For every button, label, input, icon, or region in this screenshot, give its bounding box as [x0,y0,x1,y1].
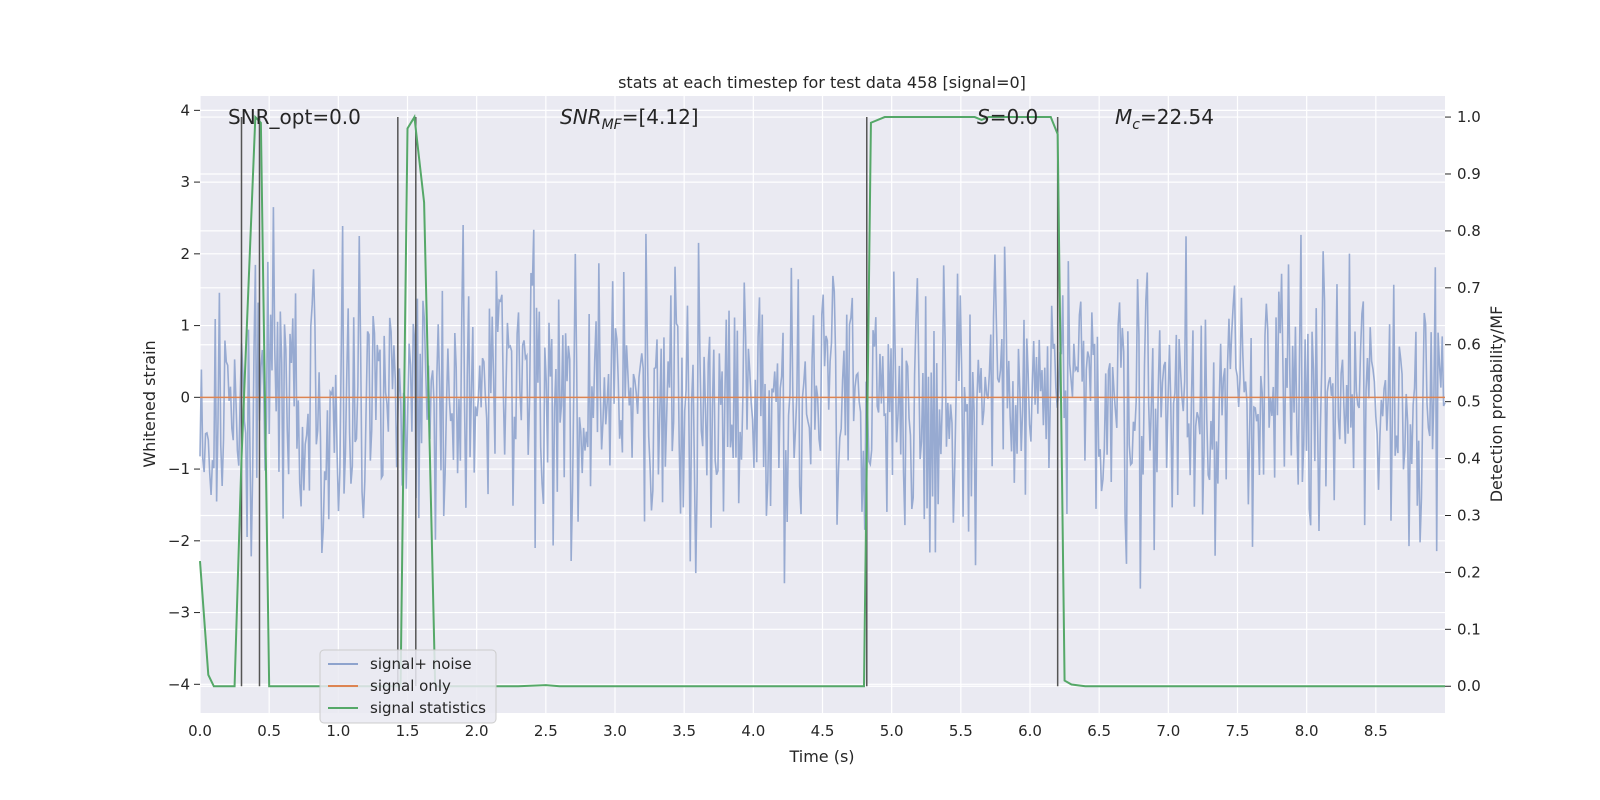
x-tick-label: 3.5 [672,722,696,740]
annotation-mc-rest: =22.54 [1140,105,1214,129]
tick-labels: 0.0 0.5 1.0 1.5 2.0 2.5 3.0 3.5 4.0 4.5 5.0 5.5 6.0 6… [168,101,1481,740]
annotation-mc-sub: c [1132,117,1140,133]
x-tick-label: 1.0 [326,722,350,740]
x-tick-label: 8.5 [1364,722,1388,740]
x-tick-label: 4.0 [741,722,765,740]
annotation-snr-mf-rest: =[4.12] [622,105,699,129]
annotation-snr-mf-base: SNR [560,105,602,129]
y2-tick-label: 0.2 [1457,563,1481,581]
annotation-s: S=0.0 [977,105,1038,129]
x-axis-label: Time (s) [788,747,854,766]
y-tick-label: 0 [180,388,190,406]
annotation-mc-base: M [1115,105,1132,129]
y2-tick-label: 0.9 [1457,165,1481,183]
y2-tick-label: 0.8 [1457,222,1481,240]
x-tick-label: 8.0 [1295,722,1319,740]
chart-title: stats at each timestep for test data 458… [618,73,1026,92]
signal-noise-line [199,207,1446,589]
y-tick-label: −4 [168,675,190,693]
y2-tick-label: 0.3 [1457,506,1481,524]
x-tick-label: 7.0 [1156,722,1180,740]
legend-entry-signal-statistics: signal statistics [370,699,486,717]
legend-box [319,649,497,724]
x-tick-label: 6.0 [1018,722,1042,740]
x-tick-label: 4.5 [811,722,835,740]
y2-tick-label: 0.7 [1457,279,1481,297]
legend-entry-signal-only: signal only [370,677,451,695]
x-tick-label: 2.5 [534,722,558,740]
y2-tick-label: 0.0 [1457,677,1481,695]
y-tick-label: 1 [180,317,190,335]
y2-tick-label: 0.4 [1457,450,1481,468]
y-tick-label: 2 [180,245,190,263]
x-tick-label: 3.0 [603,722,627,740]
y2-tick-label: 0.6 [1457,336,1481,354]
y-tick-label: −1 [168,460,190,478]
x-tick-label: 0.0 [188,722,212,740]
y2-tick-label: 1.0 [1457,108,1481,126]
annotation-mc: Mc=22.54 [1115,105,1214,133]
x-tick-label: 0.5 [257,722,281,740]
annotation-snr-mf: SNRMF=[4.12] [560,105,699,133]
x-tick-label: 7.5 [1226,722,1250,740]
y-tick-label: 4 [180,101,190,119]
y2-tick-label: 0.1 [1457,620,1481,638]
legend-entry-signal-noise: signal+ noise [370,655,472,673]
y2-tick-label: 0.5 [1457,393,1481,411]
x-tick-label: 6.5 [1087,722,1111,740]
x-tick-label: 1.5 [396,722,420,740]
x-tick-label: 5.0 [880,722,904,740]
legend: signal+ noise signal only signal statist… [319,649,497,724]
x-tick-label: 5.5 [949,722,973,740]
y-tick-label: −3 [168,604,190,622]
x-tick-label: 2.0 [465,722,489,740]
y-axis-label: Whitened strain [140,340,159,467]
annotation-snr-opt: SNR_opt=0.0 [228,105,361,129]
y2-axis-label: Detection probability/MF [1487,306,1506,503]
y-tick-label: −2 [168,532,190,550]
annotation-s-base: S [977,105,990,129]
series-signal-noise [199,207,1446,589]
annotation-snr-mf-sub: MF [602,117,623,133]
y-tick-label: 3 [180,173,190,191]
annotation-s-rest: =0.0 [990,105,1039,129]
